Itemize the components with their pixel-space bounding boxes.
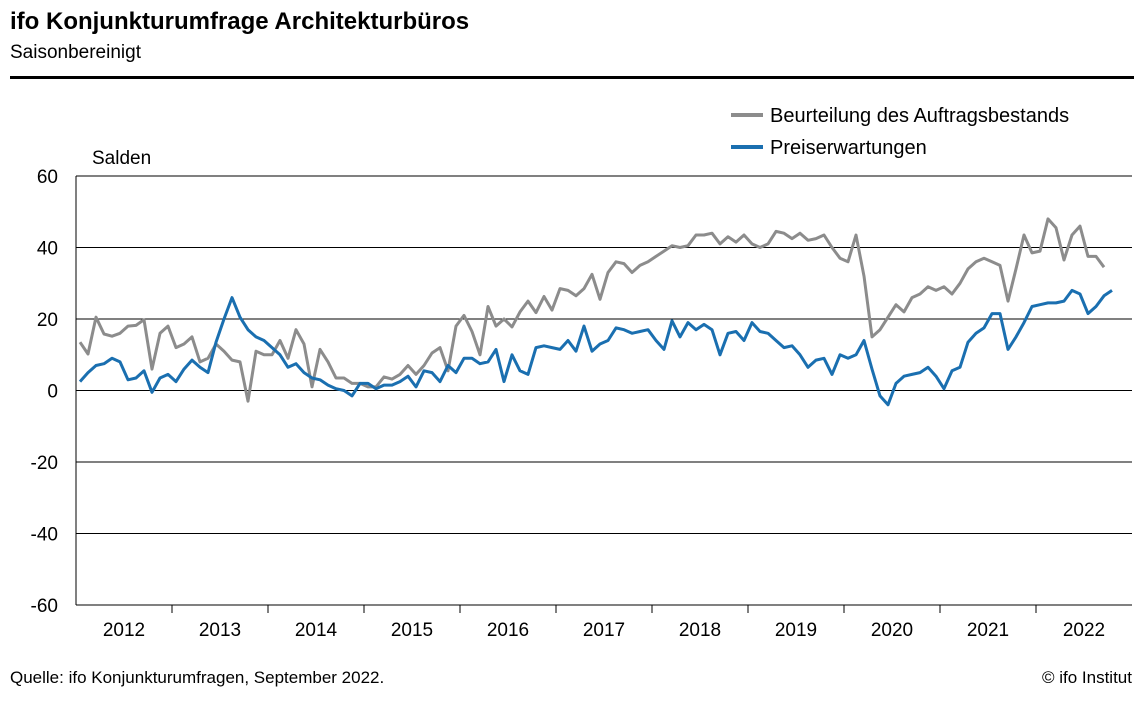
source-note: Quelle: ifo Konjunkturumfragen, Septembe… xyxy=(10,668,385,687)
gridlines xyxy=(76,175,1132,534)
x-tick-label: 2015 xyxy=(391,620,433,641)
y-tick-label: 0 xyxy=(47,382,58,403)
x-tick-label: 2019 xyxy=(775,620,817,641)
chart-title: ifo Konjunkturumfrage Architekturbüros xyxy=(10,8,470,35)
x-tick-label: 2021 xyxy=(967,620,1009,641)
legend-label-1: Beurteilung des Auftragsbestands xyxy=(770,105,1069,127)
y-tick-label: 60 xyxy=(37,167,58,188)
x-tick-label: 2020 xyxy=(871,620,913,641)
series-line-2 xyxy=(78,288,1113,407)
y-tick-label: -60 xyxy=(31,596,58,617)
copyright-note: © ifo Institut xyxy=(1041,668,1132,687)
series-lines xyxy=(78,217,1113,407)
x-tick-label: 2022 xyxy=(1063,620,1105,641)
legend-label-2: Preiserwartungen xyxy=(770,137,927,159)
header-divider xyxy=(10,76,1134,79)
legend: Beurteilung des Auftragsbestands Preiserw… xyxy=(731,105,1069,159)
x-tick-label: 2012 xyxy=(103,620,145,641)
x-tick-label: 2016 xyxy=(487,620,529,641)
x-tick-label: 2014 xyxy=(295,620,338,641)
series-line-1 xyxy=(78,217,1106,403)
chart-subtitle: Saisonbereinigt xyxy=(10,42,141,63)
x-tick-label: 2017 xyxy=(583,620,625,641)
axes: 60 40 20 0 -20 -40 -60 Salden 2012 2013 2014 2015 20… xyxy=(31,148,1132,641)
x-tick-label: 2018 xyxy=(679,620,721,641)
y-tick-label: -40 xyxy=(31,525,58,546)
y-axis-label: Salden xyxy=(92,148,151,169)
y-tick-label: 40 xyxy=(37,239,58,260)
y-tick-label: -20 xyxy=(31,453,58,474)
x-tick-label: 2013 xyxy=(199,620,241,641)
y-tick-label: 20 xyxy=(37,310,58,331)
